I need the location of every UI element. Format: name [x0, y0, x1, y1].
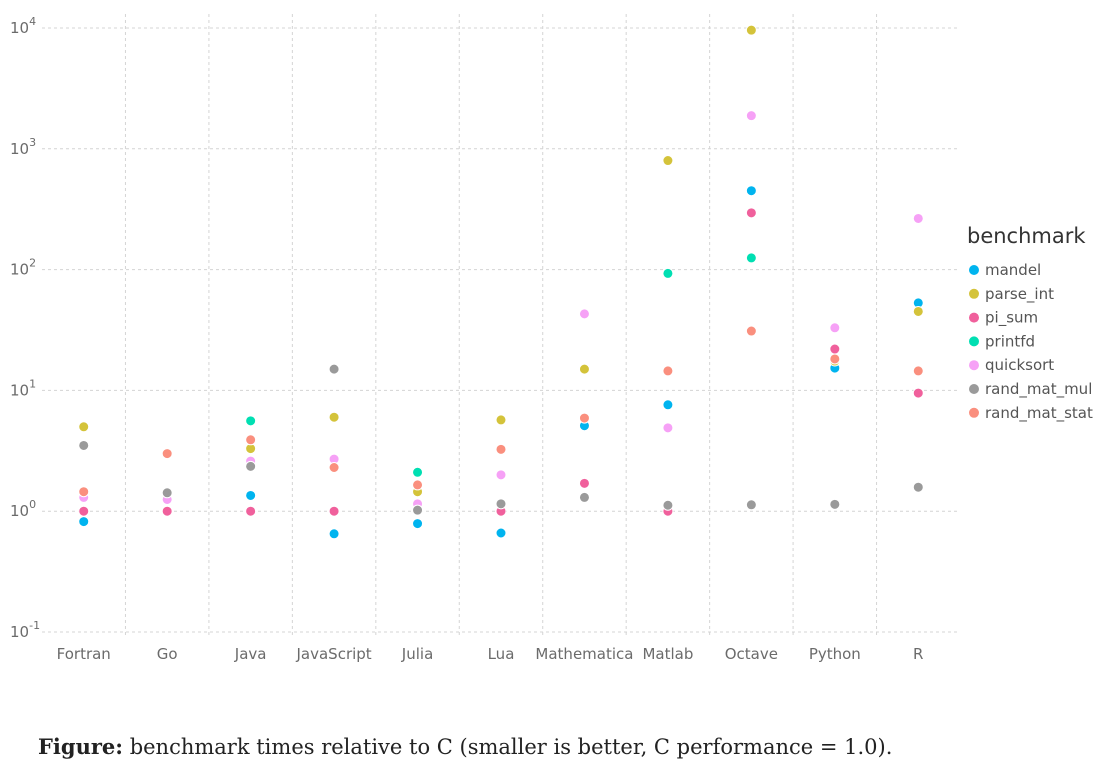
x-tick-label: Fortran [57, 645, 111, 663]
caption-label: Figure: [38, 734, 124, 759]
point-rand_mat_mul [495, 498, 507, 510]
legend-marker-rand_mat_stat [969, 407, 979, 418]
legend-marker-pi_sum [969, 312, 979, 323]
point-pi_sum [578, 477, 590, 489]
point-pi_sum [245, 505, 257, 517]
point-pi_sum [78, 505, 90, 517]
point-rand_mat_mul [745, 499, 757, 511]
benchmark-chart: 10-1 100 101 102 103 104 Fortran Go Java JavaScr… [10, 14, 1093, 663]
grid-lines [42, 14, 960, 637]
point-printfd [662, 267, 674, 279]
point-parse_int [662, 155, 674, 167]
point-quicksort [662, 422, 674, 434]
point-rand_mat_mul [912, 481, 924, 493]
point-pi_sum [829, 343, 841, 355]
y-axis-tick-labels: 10-1 100 101 102 103 104 [10, 15, 40, 641]
point-rand_mat_stat [412, 479, 424, 491]
x-tick-label: Go [157, 645, 178, 663]
point-rand_mat_stat [495, 443, 507, 455]
y-tick-label: 100 [10, 498, 36, 520]
legend-label-quicksort: quicksort [985, 356, 1054, 374]
point-rand_mat_stat [745, 325, 757, 337]
legend-label-rand_mat_stat: rand_mat_stat [985, 404, 1093, 423]
legend-label-printfd: printfd [985, 332, 1035, 350]
point-quicksort [912, 212, 924, 224]
point-mandel [78, 516, 90, 528]
y-tick-label: 101 [10, 377, 36, 399]
legend-marker-rand_mat_mul [969, 384, 979, 394]
point-rand_mat_stat [912, 365, 924, 377]
legend-marker-quicksort [969, 360, 979, 371]
point-rand_mat_mul [829, 498, 841, 510]
point-parse_int [912, 305, 924, 317]
x-axis-tick-labels: Fortran Go Java JavaScript Julia Lua Mathemati… [57, 645, 924, 663]
point-parse_int [78, 421, 90, 433]
y-tick-label: 104 [10, 15, 36, 37]
legend-title: benchmark [967, 224, 1086, 248]
point-mandel [412, 518, 424, 530]
point-quicksort [578, 308, 590, 320]
point-quicksort [495, 469, 507, 481]
point-rand_mat_mul [328, 363, 340, 375]
point-rand_mat_stat [578, 412, 590, 424]
x-tick-label: Python [809, 645, 861, 663]
point-pi_sum [328, 505, 340, 517]
point-rand_mat_stat [328, 462, 340, 474]
point-quicksort [745, 110, 757, 122]
point-rand_mat_mul [412, 504, 424, 516]
point-mandel [662, 399, 674, 411]
point-parse_int [495, 414, 507, 426]
legend-label-pi_sum: pi_sum [985, 309, 1038, 328]
point-mandel [745, 185, 757, 197]
point-printfd [245, 415, 257, 427]
point-rand_mat_mul [245, 460, 257, 472]
x-tick-label: JavaScript [295, 645, 371, 663]
x-tick-label: Mathematica [535, 645, 633, 663]
point-rand_mat_mul [578, 491, 590, 503]
figure-caption: Figure: benchmark times relative to C (s… [38, 734, 892, 759]
y-tick-label: 10-1 [10, 619, 40, 641]
point-rand_mat_mul [78, 439, 90, 451]
point-mandel [495, 527, 507, 539]
point-rand_mat_stat [829, 353, 841, 365]
legend-label-rand_mat_mul: rand_mat_mul [985, 380, 1092, 399]
point-rand_mat_stat [662, 365, 674, 377]
caption-text: benchmark times relative to C (smaller i… [123, 735, 893, 759]
point-pi_sum [912, 387, 924, 399]
point-printfd [412, 466, 424, 478]
x-tick-label: Octave [725, 645, 778, 663]
point-rand_mat_stat [245, 434, 257, 446]
point-rand_mat_mul [161, 487, 173, 499]
data-points [78, 24, 924, 540]
point-pi_sum [161, 505, 173, 517]
x-tick-label: Java [234, 645, 267, 663]
legend-marker-mandel [969, 265, 979, 275]
point-mandel [328, 528, 340, 540]
legend-marker-parse_int [969, 288, 979, 299]
point-quicksort [829, 322, 841, 334]
x-tick-label: Matlab [642, 645, 693, 663]
legend-marker-printfd [969, 336, 979, 347]
legend-label-mandel: mandel [985, 261, 1041, 279]
x-tick-label: Lua [488, 645, 515, 663]
point-rand_mat_mul [662, 499, 674, 511]
point-printfd [745, 252, 757, 264]
point-rand_mat_stat [161, 448, 173, 460]
x-tick-label: Julia [401, 645, 433, 663]
point-pi_sum [745, 207, 757, 219]
point-mandel [245, 489, 257, 501]
y-tick-label: 103 [10, 136, 36, 158]
point-parse_int [578, 363, 590, 375]
x-tick-label: R [913, 645, 923, 663]
point-parse_int [745, 24, 757, 36]
point-rand_mat_stat [78, 486, 90, 498]
y-tick-label: 102 [10, 257, 36, 279]
point-parse_int [328, 411, 340, 423]
legend-label-parse_int: parse_int [985, 285, 1054, 304]
